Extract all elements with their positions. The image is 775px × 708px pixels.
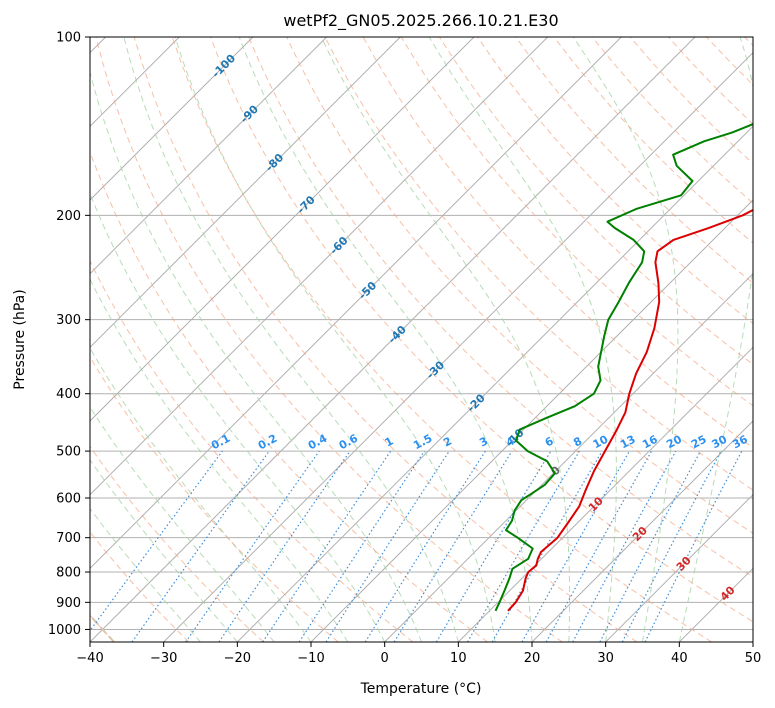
y-axis-title: Pressure (hPa) bbox=[12, 289, 28, 389]
x-axis-title: Temperature (°C) bbox=[360, 681, 482, 697]
isotherm-line bbox=[236, 125, 753, 642]
isotherm-line bbox=[90, 37, 401, 349]
dry-adiabat-line bbox=[95, 37, 563, 642]
dry-adiabat-line bbox=[324, 37, 753, 491]
isotherm-line bbox=[384, 272, 753, 642]
mixing-ratio-label: 25 bbox=[689, 433, 709, 452]
dry-adiabat-line bbox=[90, 356, 339, 642]
dry-adiabat-line bbox=[90, 259, 414, 642]
x-tick-label: 10 bbox=[450, 651, 467, 666]
y-tick-label: 500 bbox=[56, 445, 81, 460]
dry-adiabat-line bbox=[515, 37, 753, 284]
moist-adiabat-line bbox=[90, 70, 422, 642]
isotherm-line bbox=[531, 420, 753, 642]
mixing-ratio-line bbox=[545, 450, 653, 642]
dry-adiabat-line bbox=[248, 37, 753, 578]
y-tick-label: 800 bbox=[56, 566, 81, 581]
mixing-ratio-line bbox=[262, 450, 392, 642]
moist-adiabat-line bbox=[123, 37, 459, 642]
moist-adiabat-line bbox=[174, 37, 496, 642]
moist-adiabat-line bbox=[678, 37, 753, 642]
mixing-ratio-line bbox=[90, 450, 223, 632]
moist-adiabat-line bbox=[90, 507, 201, 642]
dry-adiabat-line bbox=[210, 37, 753, 623]
mixing-ratio-label: 16 bbox=[640, 433, 660, 452]
y-tick-label: 400 bbox=[56, 387, 81, 402]
mixing-ratio-label: 36 bbox=[730, 433, 750, 452]
isotherm-line bbox=[90, 37, 254, 201]
dry-adiabat-line bbox=[286, 37, 753, 534]
isotherm-line bbox=[457, 346, 753, 642]
moist-adiabat-line bbox=[90, 347, 312, 642]
mixing-ratio-line bbox=[572, 450, 677, 642]
y-tick-label: 100 bbox=[56, 31, 81, 46]
moist-adiabat-line bbox=[320, 37, 571, 642]
y-tick-label: 900 bbox=[56, 596, 81, 611]
x-tick-label: 50 bbox=[745, 651, 762, 666]
dewpoint-profile-line bbox=[494, 123, 753, 612]
isotherm-line bbox=[90, 37, 622, 570]
x-tick-label: 0 bbox=[381, 651, 389, 666]
chart-title: wetPf2_GN05.2025.266.10.21.E30 bbox=[283, 11, 558, 31]
mixing-ratio-line bbox=[298, 450, 425, 642]
mixing-ratio-line bbox=[521, 450, 631, 642]
series-layer bbox=[494, 123, 753, 612]
moist-adiabats bbox=[90, 37, 753, 642]
mixing-ratio-line bbox=[325, 450, 450, 642]
mixing-ratio-line bbox=[131, 450, 270, 642]
mixing-ratio-label: 30 bbox=[710, 433, 730, 452]
x-tick-label: 40 bbox=[671, 651, 688, 666]
x-tick-label: 20 bbox=[524, 651, 541, 666]
moist-adiabat-line bbox=[238, 37, 533, 642]
x-axis: −40 −30 −20 −10 0 10 20 30 40 50 bbox=[76, 642, 761, 666]
plot-frame bbox=[89, 36, 754, 643]
mixing-ratio-line bbox=[644, 450, 743, 642]
mixing-ratio-line bbox=[185, 450, 320, 642]
mixing-ratio-label: 20 bbox=[664, 432, 684, 451]
grid-layer bbox=[90, 37, 753, 642]
moist-adiabat-line bbox=[572, 37, 679, 642]
isotherm-line bbox=[752, 641, 753, 642]
isotherm-line bbox=[90, 37, 328, 275]
isotherm-line bbox=[90, 37, 549, 496]
y-tick-label: 600 bbox=[56, 492, 81, 507]
moist-adiabat-line bbox=[90, 278, 349, 642]
moist-adiabat-line bbox=[90, 406, 275, 642]
moist-adiabat-line bbox=[90, 192, 386, 642]
isotherm-line bbox=[90, 37, 475, 422]
dry-adiabat-line bbox=[171, 37, 712, 642]
x-tick-label: −10 bbox=[297, 651, 324, 666]
y-tick-label: 1000 bbox=[48, 623, 81, 638]
x-tick-label: 30 bbox=[597, 651, 614, 666]
x-tick-label: −20 bbox=[224, 651, 251, 666]
x-tick-label: −40 bbox=[76, 651, 103, 666]
dry-adiabat-line bbox=[90, 445, 264, 642]
x-tick-label: −30 bbox=[150, 651, 177, 666]
y-axis: 100 200 300 400 500 600 700 800 900 1000 bbox=[48, 31, 90, 638]
y-tick-label: 700 bbox=[56, 531, 81, 546]
isotherm-line bbox=[163, 51, 753, 642]
moist-adiabat-line bbox=[90, 459, 238, 642]
dry-adiabat-line bbox=[133, 37, 638, 642]
mixing-ratio-line bbox=[393, 450, 513, 642]
dry-adiabats bbox=[90, 37, 753, 642]
temperature-profile-line bbox=[507, 208, 753, 612]
y-tick-label: 300 bbox=[56, 313, 81, 328]
plot-background bbox=[90, 37, 753, 642]
mixing-ratio-label: 13 bbox=[618, 433, 638, 452]
y-tick-label: 200 bbox=[56, 209, 81, 224]
mixing-ratio-line bbox=[218, 450, 351, 642]
mixing-ratio-label: 10 bbox=[591, 432, 611, 451]
isotherm-line bbox=[605, 493, 753, 642]
moist-adiabat-line bbox=[428, 37, 617, 642]
